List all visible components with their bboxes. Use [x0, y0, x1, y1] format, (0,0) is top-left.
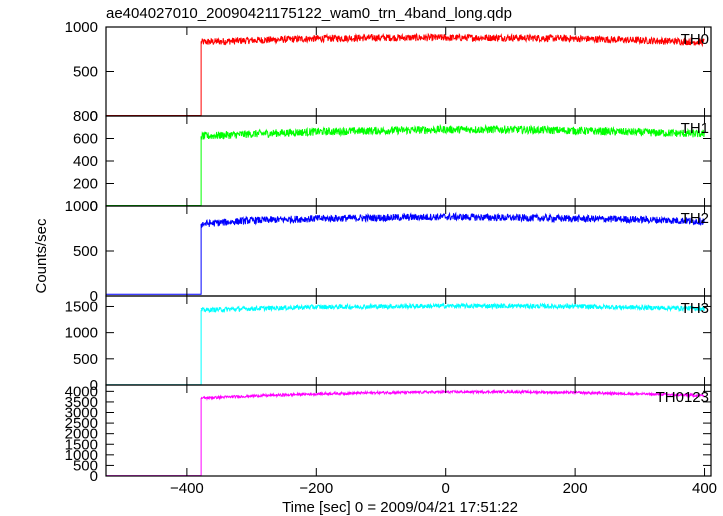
- chart-panels: 05001000TH00200400600800TH105001000TH205…: [65, 19, 717, 497]
- y-tick-label: 400: [73, 153, 98, 170]
- y-tick-label: 500: [73, 351, 98, 368]
- y-tick-label: 500: [73, 64, 98, 81]
- panel-label-th0123: TH0123: [656, 389, 709, 406]
- series-line-th0-baseline: [106, 42, 202, 117]
- x-tick-label: 400: [692, 480, 717, 497]
- y-tick-label: 500: [73, 243, 98, 260]
- panel-label-th1: TH1: [681, 120, 709, 137]
- y-tick-label: 0: [90, 288, 98, 305]
- chart-title: ae404027010_20090421175122_wam0_trn_4ban…: [106, 5, 512, 22]
- panel-label-th0: TH0: [681, 31, 709, 48]
- y-tick-label: 2000: [65, 426, 98, 443]
- y-tick-label: 3000: [65, 405, 98, 422]
- series-line-th1: [200, 123, 705, 140]
- x-tick-label: −400: [170, 480, 204, 497]
- panel-label-th3: TH3: [681, 300, 709, 317]
- y-tick-label: 0: [90, 108, 98, 125]
- panel-th3: 0 500 1000 1500 TH3: [65, 295, 712, 394]
- y-tick-label: 500: [73, 457, 98, 474]
- y-tick-label: 0: [90, 198, 98, 215]
- y-tick-label: 0: [90, 377, 98, 394]
- y-tick-label: 1000: [65, 325, 98, 342]
- y-tick-label: 600: [73, 131, 98, 148]
- panel-th2: 0 500 1000 TH2: [65, 198, 712, 305]
- series-line-th2-baseline: [106, 224, 202, 295]
- y-tick-label: 800: [73, 108, 98, 125]
- panel-th1: 0 200 400 600 800 TH1: [73, 108, 712, 215]
- panel-th0: 0 500 1000 TH0: [65, 19, 712, 125]
- series-line-th2: [200, 211, 705, 229]
- y-tick-label: 0: [90, 468, 98, 485]
- y-tick-label: 1000: [65, 447, 98, 464]
- series-line-th0123: [200, 388, 705, 401]
- y-tick-label: 2500: [65, 415, 98, 432]
- series-line-th3: [200, 302, 705, 314]
- panel-frame-th0123: [105, 384, 712, 477]
- series-line-th3-baseline: [106, 310, 202, 386]
- series-line-th1-baseline: [106, 136, 202, 206]
- y-tick-label: 4000: [65, 383, 98, 400]
- y-axis-title: Counts/sec: [33, 218, 50, 294]
- series-line-th0: [200, 32, 705, 48]
- series-line-th0123-baseline: [106, 398, 202, 477]
- y-tick-label: 1500: [65, 298, 98, 315]
- y-tick-label: 200: [73, 176, 98, 193]
- y-tick-label: 1000: [65, 19, 98, 36]
- x-tick-label: −200: [299, 480, 333, 497]
- panel-frame-th3: [105, 295, 712, 386]
- x-tick-label: 0: [442, 480, 450, 497]
- x-tick-label: 200: [563, 480, 588, 497]
- y-tick-label: 3500: [65, 394, 98, 411]
- panel-label-th2: TH2: [681, 210, 709, 227]
- y-tick-label: 1000: [65, 198, 98, 215]
- y-tick-label: 1500: [65, 436, 98, 453]
- x-axis-title: Time [sec] 0 = 2009/04/21 17:51:22: [282, 499, 518, 516]
